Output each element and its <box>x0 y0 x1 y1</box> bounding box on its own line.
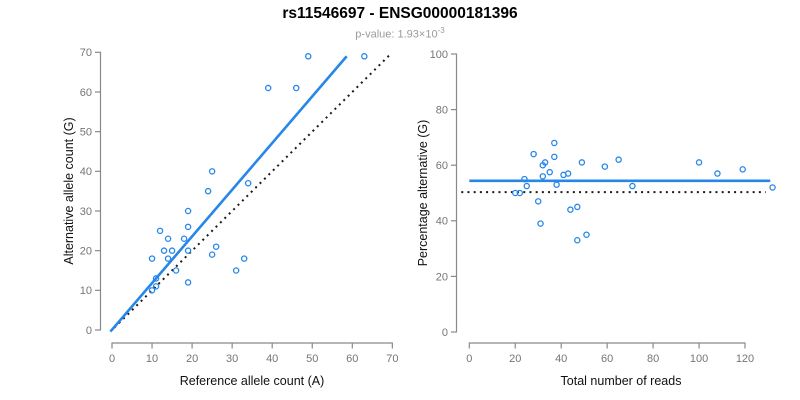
data-point <box>208 168 216 175</box>
left-panel: 0 10 20 30 40 50 60 70 0 10 20 30 40 50 60 70 <box>80 47 399 365</box>
x-tick-label: 50 <box>306 353 318 365</box>
data-point <box>304 53 312 60</box>
data-point <box>601 163 609 170</box>
left-x-axis-label: Reference allele count (A) <box>179 374 325 388</box>
identity-line <box>113 54 390 329</box>
data-point <box>553 181 560 188</box>
data-point <box>523 182 530 190</box>
left-points <box>148 53 368 294</box>
data-point <box>361 53 368 60</box>
right-points <box>512 139 776 244</box>
y-tick-label: 60 <box>436 160 448 172</box>
y-tick-label: 20 <box>80 246 92 258</box>
x-tick-label: 40 <box>266 353 278 365</box>
data-point <box>152 275 160 282</box>
x-tick-label: 120 <box>736 353 754 365</box>
data-point <box>574 203 581 211</box>
x-tick-label: 100 <box>690 353 708 365</box>
right-x-axis-label: Total number of reads <box>560 374 682 388</box>
y-tick-label: 100 <box>430 49 448 61</box>
data-point <box>534 198 542 205</box>
data-point <box>212 243 220 250</box>
chart-title: rs11546697 - ENSG00000181396 <box>282 5 518 22</box>
data-point <box>769 184 776 191</box>
data-point <box>583 231 590 238</box>
data-point <box>240 255 248 262</box>
data-point <box>148 255 156 262</box>
data-point <box>156 227 164 235</box>
p-value-text: p-value: 1.93×10 <box>355 28 438 41</box>
data-point <box>564 170 572 177</box>
data-point <box>530 150 537 158</box>
y-tick-label: 20 <box>436 271 448 283</box>
y-tick-label: 0 <box>86 325 92 337</box>
regression-line <box>109 55 348 333</box>
data-point <box>180 235 188 243</box>
data-point <box>714 170 721 177</box>
data-point <box>516 189 524 197</box>
data-point <box>160 247 168 254</box>
x-tick-label: 0 <box>466 353 472 365</box>
y-tick-label: 40 <box>436 216 448 228</box>
y-tick-label: 50 <box>80 127 92 139</box>
data-point <box>164 235 172 243</box>
data-point <box>739 166 746 173</box>
y-tick-label: 10 <box>80 285 92 297</box>
data-point <box>204 187 212 195</box>
data-point <box>148 287 156 294</box>
x-tick-label: 60 <box>601 353 613 365</box>
data-point <box>551 153 558 161</box>
left-y-axis-label: Alternative allele count (G) <box>62 117 76 265</box>
data-point <box>537 220 544 227</box>
right-y-axis-label: Percentage alternative (G) <box>416 119 430 267</box>
data-point <box>184 223 192 231</box>
chart-subtitle: p-value: 1.93×10-3 <box>0 26 800 41</box>
data-point <box>615 156 622 163</box>
right-panel: 0 20 40 60 80 100 120 0 20 40 60 80 100 <box>430 49 776 365</box>
y-tick-label: 60 <box>80 87 92 99</box>
data-point <box>539 173 547 180</box>
data-point <box>629 182 636 190</box>
y-tick-label: 30 <box>80 206 92 218</box>
data-point <box>292 84 300 92</box>
p-value-exponent: -3 <box>437 26 445 35</box>
data-point <box>164 255 172 262</box>
data-point <box>172 267 180 274</box>
data-point <box>208 251 216 258</box>
data-point <box>244 179 252 187</box>
data-point <box>567 206 574 213</box>
x-tick-label: 10 <box>146 353 158 365</box>
data-point <box>152 283 160 290</box>
x-tick-label: 0 <box>109 353 115 365</box>
x-tick-label: 30 <box>226 353 238 365</box>
data-point <box>541 159 549 166</box>
data-point <box>184 207 192 215</box>
y-tick-label: 40 <box>80 166 92 178</box>
x-tick-label: 70 <box>386 353 398 365</box>
x-tick-label: 20 <box>186 353 198 365</box>
data-point <box>168 247 176 254</box>
data-point <box>551 139 558 147</box>
data-point <box>184 247 192 254</box>
data-point <box>695 159 703 166</box>
x-tick-label: 20 <box>509 353 521 365</box>
x-tick-label: 40 <box>555 353 567 365</box>
data-point <box>546 168 553 176</box>
data-point <box>521 175 528 183</box>
y-tick-label: 0 <box>442 327 448 339</box>
y-tick-label: 80 <box>436 105 448 117</box>
x-tick-label: 60 <box>346 353 358 365</box>
x-tick-label: 80 <box>647 353 659 365</box>
data-point <box>232 267 240 274</box>
data-point <box>574 237 581 244</box>
y-tick-label: 70 <box>80 47 92 59</box>
data-point <box>578 159 586 166</box>
data-point <box>264 84 272 92</box>
data-point <box>184 279 192 286</box>
